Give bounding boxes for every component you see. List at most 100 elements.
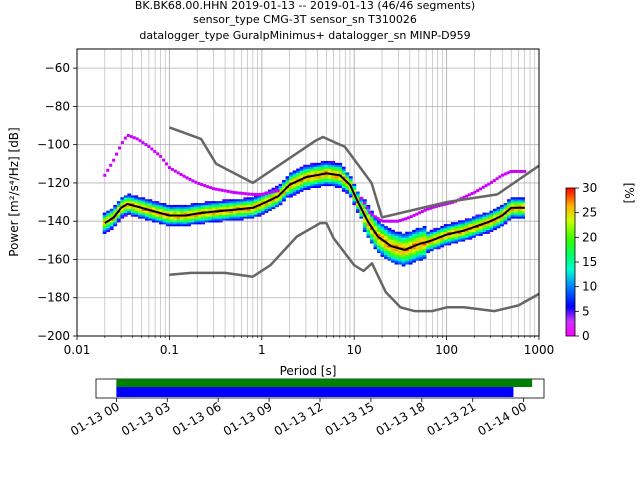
heatmap-cell [398, 237, 402, 240]
heatmap-cell [260, 212, 265, 215]
heatmap-cell [398, 245, 402, 248]
outlier-cell [462, 195, 466, 199]
heatmap-cell [496, 212, 501, 215]
outlier-cell [393, 219, 397, 223]
heatmap-cell [359, 210, 364, 213]
outlier-cell [384, 219, 388, 223]
heatmap-cell [422, 247, 427, 250]
heatmap-cell [405, 250, 409, 254]
heatmap-cell [257, 195, 262, 198]
heatmap-cell [292, 172, 297, 175]
heatmap-cell [197, 214, 202, 217]
heatmap-cell [144, 206, 149, 210]
heatmap-cell [151, 206, 156, 210]
heatmap-cell [334, 181, 339, 185]
heatmap-cell [514, 208, 518, 211]
heatmap-cell [159, 204, 163, 208]
heatmap-cell [429, 243, 434, 246]
heatmap-cell [443, 235, 448, 238]
heatmap-cell [405, 231, 409, 234]
heatmap-cell [489, 210, 494, 213]
heatmap-cell [324, 174, 329, 177]
heatmap-cell [447, 224, 452, 227]
heatmap-cell [253, 199, 258, 202]
heatmap-cell [148, 199, 153, 202]
heatmap-cell [433, 241, 438, 244]
heatmap-cell [162, 218, 167, 221]
heatmap-cell [166, 212, 170, 215]
outlier-cell [448, 201, 452, 205]
heatmap-cell [310, 164, 315, 167]
heatmap-cell [500, 212, 504, 215]
heatmap-cell [116, 206, 121, 210]
heatmap-cell [313, 180, 318, 183]
heatmap-cell [461, 239, 466, 242]
heatmap-cell [250, 197, 255, 200]
heatmap-cell [355, 203, 360, 206]
outlier-cell [123, 136, 127, 140]
heatmap-cell [422, 225, 427, 229]
heatmap-cell [398, 241, 402, 244]
heatmap-cell [369, 216, 374, 219]
heatmap-cell [377, 241, 381, 244]
heatmap-cell [398, 243, 402, 246]
heatmap-cell [352, 201, 357, 204]
heatmap-cell [190, 204, 195, 208]
heatmap-cell [109, 222, 114, 225]
heatmap-cell [159, 203, 163, 206]
heatmap-cell [405, 235, 409, 238]
heatmap-cell [225, 218, 230, 221]
heatmap-cell [120, 201, 125, 204]
heatmap-cell [327, 183, 332, 187]
heatmap-cell [215, 220, 220, 223]
heatmap-cell [454, 222, 459, 225]
heatmap-cell [317, 170, 322, 173]
heatmap-cell [144, 216, 149, 219]
heatmap-cell [405, 241, 409, 244]
heatmap-cell [236, 218, 241, 221]
outlier-cell [398, 219, 402, 223]
heatmap-cell [440, 225, 445, 229]
nlnm-line [169, 221, 539, 313]
heatmap-cell [134, 208, 139, 211]
heatmap-cell [496, 206, 501, 210]
heatmap-cell [222, 212, 227, 215]
heatmap-cell [180, 222, 184, 225]
heatmap-cell [394, 262, 399, 265]
heatmap-cell [264, 206, 269, 210]
heatmap-cell [398, 231, 402, 234]
heatmap-cell [268, 203, 272, 206]
heatmap-cell [225, 201, 230, 204]
heatmap-cell [440, 229, 445, 233]
heatmap-cell [194, 206, 198, 210]
heatmap-cell [229, 216, 234, 219]
heatmap-cell [127, 195, 132, 198]
heatmap-cell [352, 203, 357, 206]
heatmap-cell [454, 241, 459, 244]
heatmap-cell [362, 229, 367, 233]
heatmap-cell [324, 160, 329, 164]
heatmap-cell [218, 208, 223, 211]
timeline-bar-blue [116, 387, 514, 397]
heatmap-cell [120, 197, 125, 200]
heatmap-cell [362, 218, 367, 221]
heatmap-cell [134, 195, 139, 198]
heatmap-cell [447, 243, 452, 246]
heatmap-cell [299, 185, 304, 189]
heatmap-cell [331, 162, 336, 166]
heatmap-cell [194, 218, 198, 221]
outlier-cell [506, 171, 510, 175]
heatmap-cell [306, 172, 311, 175]
outlier-cell [147, 145, 151, 149]
heatmap-cell [362, 222, 367, 225]
heatmap-cell [123, 208, 128, 211]
heatmap-cell [440, 233, 445, 236]
heatmap-cell [296, 170, 300, 173]
heatmap-cell [422, 239, 427, 242]
heatmap-cell [141, 208, 146, 211]
heatmap-cell [503, 204, 508, 208]
heatmap-cell [166, 208, 170, 211]
heatmap-cell [355, 206, 360, 210]
heatmap-cell [493, 210, 497, 213]
outlier-cell [387, 219, 391, 223]
